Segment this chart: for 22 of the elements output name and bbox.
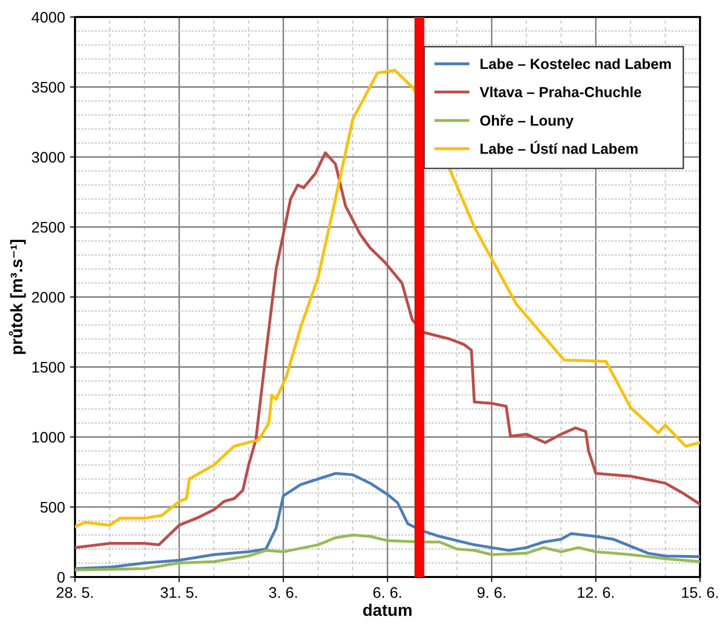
y-tick-label: 0 bbox=[57, 572, 65, 583]
legend-label: Labe – Ústí nad Labem bbox=[480, 140, 638, 154]
x-tick-label: 6. 6. bbox=[373, 587, 401, 598]
y-tick-label: 2000 bbox=[32, 292, 65, 303]
y-tick-label: 1000 bbox=[32, 432, 65, 443]
y-tick-label: 1500 bbox=[32, 362, 65, 373]
y-tick-label: 2500 bbox=[32, 222, 65, 233]
y-tick-label: 3500 bbox=[32, 82, 65, 93]
x-tick-label: 15. 6. bbox=[682, 587, 718, 598]
legend-label: Vltava – Praha-Chuchle bbox=[480, 86, 642, 98]
legend-label: Ohře – Louny bbox=[480, 114, 574, 129]
x-tick-label: 3. 6. bbox=[269, 587, 297, 598]
x-tick-label: 28. 5. bbox=[56, 587, 93, 598]
y-tick-label: 4000 bbox=[32, 12, 65, 23]
x-axis-title: datum bbox=[363, 604, 412, 616]
y-tick-label: 3000 bbox=[32, 152, 65, 163]
legend-label: Labe – Kostelec nad Labem bbox=[480, 58, 671, 70]
x-tick-label: 9. 6. bbox=[478, 587, 506, 598]
y-axis-title: průtok [m³.s⁻¹] bbox=[8, 240, 26, 354]
x-tick-label: 12. 6. bbox=[578, 587, 614, 598]
x-tick-label: 31. 5. bbox=[160, 587, 197, 598]
y-tick-label: 500 bbox=[40, 502, 65, 513]
